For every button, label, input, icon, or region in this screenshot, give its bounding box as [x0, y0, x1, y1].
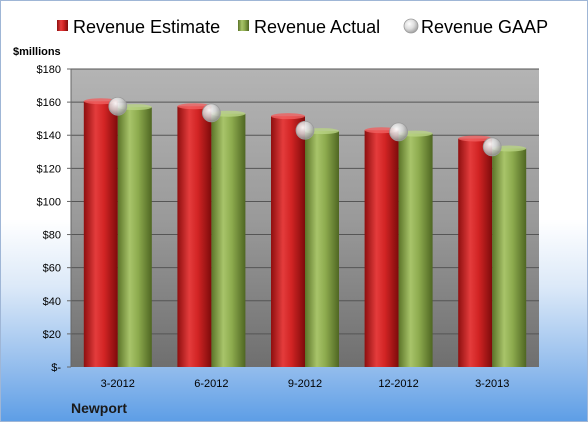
legend-swatch — [57, 20, 68, 31]
company-name: Newport — [71, 400, 127, 416]
legend-label: Revenue GAAP — [421, 17, 548, 37]
y-tick-label: $140 — [37, 130, 61, 142]
x-axis: 3-2012 6-2012 9-2012 12-2012 3-2013 — [101, 378, 510, 390]
bars — [83, 98, 527, 368]
bar-revenue-estimate — [458, 138, 493, 367]
bar-revenue-actual — [305, 131, 339, 367]
x-tick-label: 12-2012 — [378, 378, 418, 390]
bar-revenue-actual — [211, 113, 246, 367]
y-tick-label: $80 — [43, 230, 61, 242]
bar-top — [177, 103, 212, 110]
marker-revenue-gaap — [108, 96, 128, 116]
gaap-markers — [108, 96, 502, 157]
y-tick-label: $60 — [43, 263, 61, 275]
legend-swatch — [403, 18, 419, 34]
bar-top — [271, 113, 305, 120]
y-axis: $- $20 $40 $60 $80 $100 $120 $140 $160 $180 — [37, 64, 72, 374]
y-tick-label: $180 — [37, 64, 61, 76]
bar-revenue-actual — [117, 107, 152, 368]
y-tick-label: $- — [51, 362, 61, 374]
x-tick-label: 9-2012 — [288, 378, 322, 390]
marker-revenue-gaap — [201, 103, 221, 123]
legend-swatch — [238, 20, 249, 31]
marker-revenue-gaap — [295, 120, 315, 140]
legend-label: Revenue Actual — [254, 17, 380, 37]
x-tick-label: 3-2013 — [475, 378, 509, 390]
y-tick-label: $160 — [37, 97, 61, 109]
marker-revenue-gaap — [482, 137, 502, 157]
chart-legend: Revenue Estimate Revenue Actual Revenue GA… — [57, 17, 548, 37]
x-tick-label: 3-2012 — [101, 378, 135, 390]
y-tick-label: $120 — [37, 163, 61, 175]
bar-revenue-estimate — [364, 130, 399, 367]
bar-revenue-estimate — [177, 106, 212, 367]
bar-revenue-actual — [398, 133, 433, 367]
y-tick-label: $100 — [37, 196, 61, 208]
bar-revenue-estimate — [271, 116, 305, 367]
y-axis-unit-label: $millions — [13, 46, 61, 58]
y-tick-label: $20 — [43, 329, 61, 341]
bar-top — [458, 135, 493, 142]
y-tick-label: $40 — [43, 296, 61, 308]
marker-revenue-gaap — [389, 122, 409, 142]
bar-revenue-estimate — [83, 101, 118, 368]
legend-label: Revenue Estimate — [73, 17, 220, 37]
bar-revenue-actual — [492, 148, 527, 367]
x-tick-label: 6-2012 — [194, 378, 228, 390]
